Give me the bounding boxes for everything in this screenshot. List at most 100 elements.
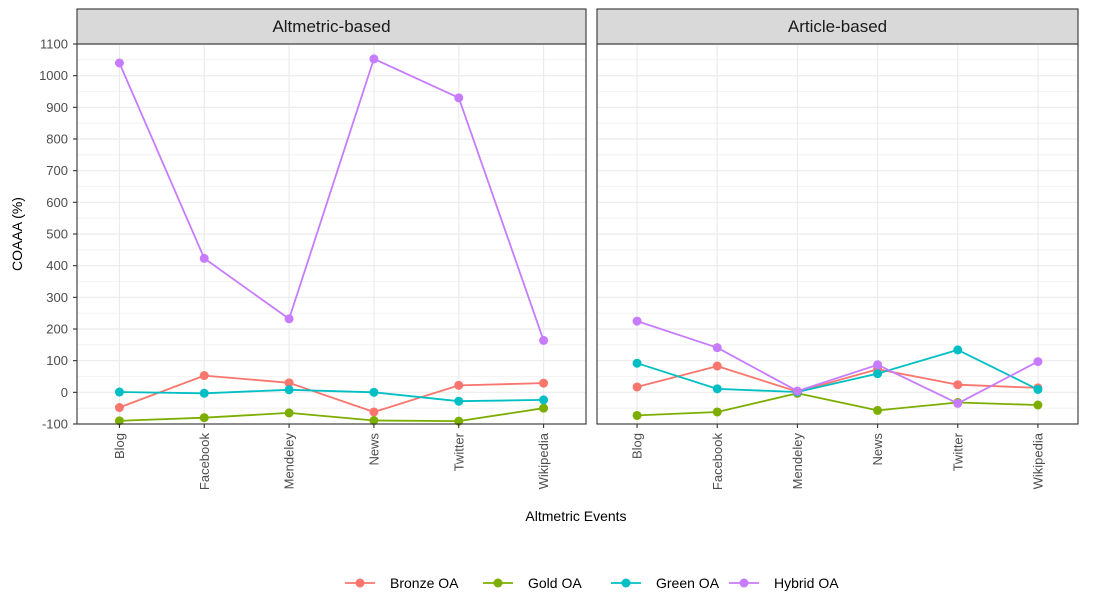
facet-strip	[596, 8, 1079, 45]
data-point-hybrid-oa	[539, 335, 549, 345]
x-tick-label: Mendeley	[790, 433, 805, 490]
y-tick-label: 0	[61, 385, 68, 400]
y-tick-label: 600	[46, 195, 68, 210]
panel-1: Article-based Blog Facebook Mendeley News Twi…	[596, 8, 1079, 491]
data-point-hybrid-oa	[792, 386, 802, 396]
y-axis-title: COAAA (%)	[9, 197, 25, 271]
x-axis-title: Altmetric Events	[525, 508, 626, 524]
x-tick-label: Blog	[112, 433, 127, 459]
x-tick-label: Twitter	[950, 432, 965, 471]
panels: Altmetric-based Blog Facebook Mendeley News T…	[76, 8, 1079, 491]
legend-item-gold-oa: Gold OA	[483, 575, 582, 591]
legend-label: Bronze OA	[390, 575, 459, 591]
y-tick-label: 800	[46, 132, 68, 147]
data-point-bronze-oa	[369, 407, 379, 417]
y-tick-label: 300	[46, 290, 68, 305]
panel-0: Altmetric-based Blog Facebook Mendeley News T…	[76, 8, 587, 491]
data-point-green-oa	[712, 384, 722, 394]
data-point-green-oa	[873, 369, 883, 379]
data-point-hybrid-oa	[454, 93, 464, 103]
y-tick-label: 200	[46, 322, 68, 337]
data-point-gold-oa	[199, 413, 209, 423]
y-axis: -100 0 100 200 300 400 500 600 700 800 900 1000 1100	[39, 37, 77, 432]
data-point-green-oa	[284, 385, 294, 395]
facet-title: Article-based	[788, 17, 887, 36]
data-point-green-oa	[1033, 384, 1043, 394]
legend-item-green-oa: Green OA	[611, 575, 720, 591]
series-line-hybrid-oa	[636, 320, 1039, 405]
data-point-bronze-oa	[114, 403, 124, 413]
x-tick-label: Mendeley	[282, 433, 297, 490]
data-point-hybrid-oa	[199, 253, 209, 263]
data-point-bronze-oa	[539, 378, 549, 388]
data-point-bronze-oa	[632, 382, 642, 392]
data-point-hybrid-oa	[632, 316, 642, 326]
x-tick-label: Twitter	[451, 432, 466, 471]
data-point-gold-oa	[873, 405, 883, 415]
data-point-gold-oa	[632, 410, 642, 420]
y-tick-label: 1100	[40, 37, 68, 52]
data-point-hybrid-oa	[953, 398, 963, 408]
series-line-bronze-oa	[636, 365, 1038, 393]
y-tick-label: 1000	[39, 68, 68, 83]
data-point-gold-oa	[712, 407, 722, 417]
data-point-green-oa	[199, 388, 209, 398]
x-tick-label: News	[870, 433, 885, 466]
y-tick-label: -100	[42, 417, 68, 432]
data-point-bronze-oa	[284, 378, 294, 388]
series-line-gold-oa	[637, 392, 1038, 417]
data-point-hybrid-oa	[114, 58, 124, 68]
data-point-hybrid-oa	[873, 360, 883, 370]
legend: Bronze OA Gold OA Green OA Hybrid OA	[345, 575, 839, 591]
data-point-bronze-oa	[712, 361, 722, 371]
series-line-bronze-oa	[119, 374, 544, 413]
legend-label: Green OA	[656, 575, 720, 591]
y-tick-label: 400	[46, 258, 68, 273]
data-point-green-oa	[539, 395, 549, 405]
y-tick-label: 500	[46, 227, 68, 242]
x-tick-label: Wikipedia	[536, 432, 551, 489]
x-tick-label: Wikipedia	[1030, 432, 1045, 489]
data-point-hybrid-oa	[369, 54, 379, 64]
facet-strip	[76, 8, 587, 45]
legend-label: Gold OA	[528, 575, 582, 591]
data-point-gold-oa	[1033, 400, 1043, 410]
x-tick-label: Facebook	[710, 433, 725, 491]
legend-item-hybrid-oa: Hybrid OA	[729, 575, 839, 591]
data-point-hybrid-oa	[284, 314, 294, 324]
data-point-green-oa	[114, 387, 124, 397]
data-point-bronze-oa	[953, 380, 963, 390]
data-point-gold-oa	[539, 403, 549, 413]
x-tick-label: Facebook	[197, 433, 212, 491]
series-line-green-oa	[636, 348, 1039, 393]
y-tick-label: 900	[46, 100, 68, 115]
x-tick-label: Blog	[630, 433, 645, 459]
legend-item-bronze-oa: Bronze OA	[345, 575, 459, 591]
legend-label: Hybrid OA	[774, 575, 839, 591]
legend-key-point	[739, 578, 749, 588]
data-point-bronze-oa	[454, 380, 464, 390]
data-point-green-oa	[632, 358, 642, 368]
series-line-gold-oa	[119, 407, 544, 423]
y-tick-label: 100	[46, 353, 68, 368]
data-point-green-oa	[953, 345, 963, 355]
series-line-hybrid-oa	[118, 58, 545, 341]
facet-title: Altmetric-based	[272, 17, 390, 36]
data-point-hybrid-oa	[712, 343, 722, 353]
data-point-gold-oa	[369, 416, 379, 426]
legend-key-point	[493, 578, 503, 588]
legend-key-point	[355, 578, 365, 588]
data-point-hybrid-oa	[1033, 357, 1043, 367]
data-point-gold-oa	[284, 408, 294, 418]
series-line-green-oa	[119, 388, 544, 403]
data-point-gold-oa	[454, 416, 464, 426]
panel-border	[596, 43, 1079, 425]
y-tick-label: 700	[46, 163, 68, 178]
data-point-gold-oa	[114, 416, 124, 426]
legend-key-point	[621, 578, 631, 588]
data-point-bronze-oa	[199, 371, 209, 381]
x-tick-label: News	[366, 433, 381, 466]
data-point-green-oa	[454, 396, 464, 406]
data-point-green-oa	[369, 387, 379, 397]
